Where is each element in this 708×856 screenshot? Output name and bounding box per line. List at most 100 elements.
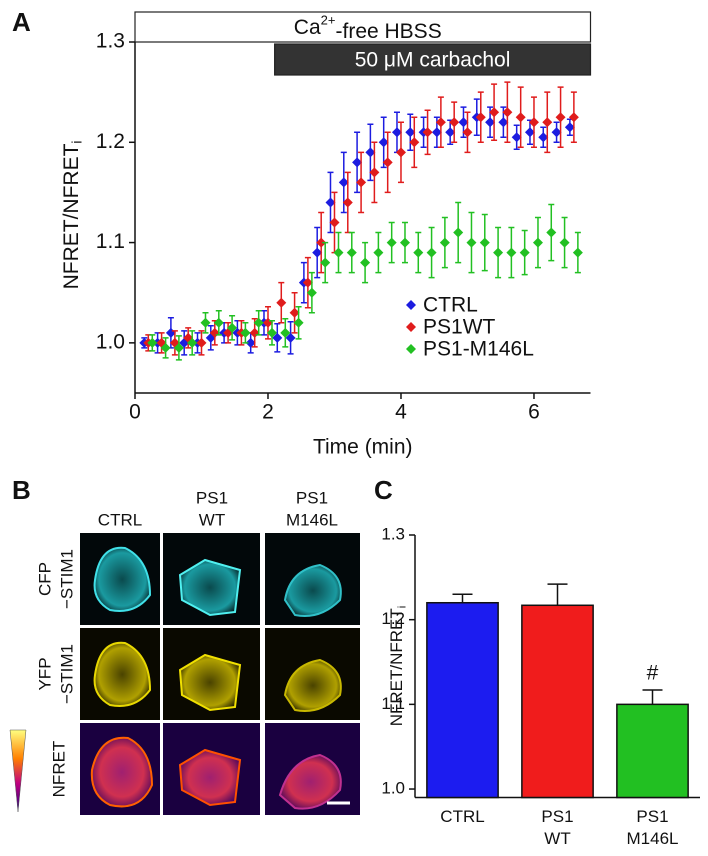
point [320, 257, 331, 268]
point [365, 147, 376, 158]
y-tick-label: 1.3 [381, 524, 405, 543]
panel-label: A [12, 7, 31, 37]
y-tick-label: 1.1 [96, 230, 125, 253]
point [395, 147, 406, 158]
point [272, 332, 283, 343]
bar [426, 601, 499, 799]
x-tick-label: CTRL [440, 807, 484, 826]
point [542, 117, 553, 128]
point [431, 127, 442, 138]
point [373, 247, 384, 258]
point [453, 227, 464, 238]
row-label: −STIM1 [57, 549, 76, 609]
point [147, 337, 158, 348]
point [502, 107, 513, 118]
x-tick-label: M146L [627, 829, 679, 848]
cell [178, 558, 242, 617]
point [360, 257, 371, 268]
point [302, 277, 313, 288]
point [479, 237, 490, 248]
column-label: WT [199, 510, 225, 529]
legend-marker [406, 300, 416, 310]
point [568, 112, 579, 123]
point [524, 127, 535, 138]
cell [90, 736, 154, 808]
point [466, 237, 477, 248]
treatment-bar [274, 43, 592, 76]
point [245, 337, 256, 348]
point [369, 167, 380, 178]
legend-label: PS1-M146L [423, 338, 534, 361]
point [187, 337, 198, 348]
point [227, 322, 238, 333]
point [325, 197, 336, 208]
row-label: YFP [35, 657, 54, 690]
point [312, 247, 323, 258]
point [160, 342, 171, 353]
x-tick-label: PS1 [636, 807, 668, 826]
point [405, 127, 416, 138]
cell [283, 563, 342, 617]
treatment-text: 50 μM carbachol [355, 48, 511, 71]
cell [178, 748, 242, 807]
superscript: 2+ [321, 13, 336, 28]
legend-label: CTRL [423, 294, 478, 317]
point [489, 107, 500, 118]
image-grid [9, 533, 360, 815]
point [333, 247, 344, 258]
point [559, 237, 570, 248]
error-bar [452, 593, 473, 603]
treatment-bar [134, 11, 592, 43]
axis-title-text: NFRET/NFRET [60, 143, 83, 289]
point [329, 217, 340, 228]
x-tick-label: 2 [262, 401, 274, 424]
y-tick-label: 1.2 [381, 609, 405, 628]
point [439, 237, 450, 248]
point [386, 237, 397, 248]
x-tick-label: 6 [528, 401, 540, 424]
bar [521, 604, 594, 799]
x-tick-label: 0 [129, 401, 141, 424]
row-label: NFRET [49, 741, 68, 798]
point [462, 127, 473, 138]
point [280, 327, 291, 338]
error-bar [547, 583, 568, 606]
cell [278, 753, 342, 810]
point [506, 247, 517, 258]
point [538, 132, 549, 143]
point [338, 177, 349, 188]
point [173, 342, 184, 353]
point [498, 117, 509, 128]
cell [178, 653, 242, 712]
point [342, 197, 353, 208]
point [519, 247, 530, 258]
point [445, 127, 456, 138]
point [196, 337, 207, 348]
cell [283, 658, 342, 712]
point [413, 247, 424, 258]
treatment-label: Ca2+-free HBSS [294, 13, 442, 43]
x-tick-label: PS1 [541, 807, 573, 826]
point [285, 332, 296, 343]
legend-marker [406, 322, 416, 332]
axis-title: NFRET/NFRETi [387, 606, 408, 727]
y-tick-label: 1.0 [381, 779, 405, 798]
point [426, 247, 437, 258]
point [382, 157, 393, 168]
point [276, 297, 287, 308]
cell [93, 546, 152, 612]
axis-title: NFRET/NFRETi [60, 141, 85, 290]
point [528, 117, 539, 128]
point [289, 307, 300, 318]
treatment-text: -free HBSS [336, 20, 442, 43]
column-label: PS1 [296, 488, 328, 507]
point [564, 122, 575, 133]
axis-title-subscript: i [69, 141, 84, 144]
point [391, 127, 402, 138]
x-tick-label: 4 [395, 401, 407, 424]
point [435, 117, 446, 128]
point [200, 317, 211, 328]
x-axis-title: Time (min) [313, 436, 413, 459]
column-label: M146L [286, 510, 338, 529]
